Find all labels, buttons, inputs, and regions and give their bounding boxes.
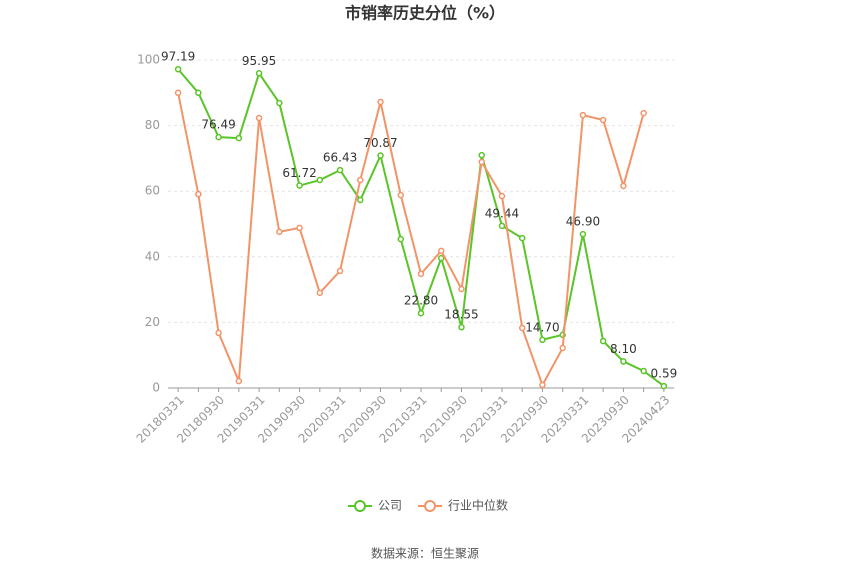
chart-title: 市销率历史分位（%） [345, 4, 505, 23]
point [458, 323, 465, 331]
point [316, 176, 324, 184]
data-label: 95.95 [242, 54, 276, 68]
point [539, 336, 546, 344]
point [599, 116, 607, 124]
point [195, 89, 202, 97]
point [498, 222, 506, 230]
data-label: 8.10 [610, 342, 637, 356]
source: 数据来源：恒生聚源 [371, 546, 479, 561]
point [235, 134, 243, 142]
data-label: 0.59 [651, 367, 678, 381]
point [357, 196, 364, 204]
point [296, 182, 303, 189]
data-label: 49.44 [485, 206, 519, 220]
y-tick-label: 0 [152, 381, 160, 395]
point [174, 89, 182, 97]
point [640, 109, 647, 117]
legend-label: 公司 [378, 499, 402, 513]
point [518, 324, 526, 332]
y-tick-label: 40 [145, 249, 160, 263]
point [235, 377, 243, 385]
point [195, 190, 202, 198]
data-label: 18.55 [444, 308, 478, 322]
point [660, 382, 668, 390]
point [437, 254, 445, 262]
point [215, 329, 222, 337]
point [478, 151, 485, 159]
point [397, 191, 405, 199]
point [620, 182, 627, 190]
point [579, 230, 587, 238]
point [579, 111, 587, 119]
point [498, 192, 506, 200]
data-label: 14.70 [525, 320, 559, 334]
point [215, 133, 222, 141]
data-label: 66.43 [323, 151, 357, 165]
point [478, 158, 485, 166]
point [255, 114, 263, 122]
point [417, 309, 425, 317]
point [620, 358, 627, 365]
point [437, 247, 445, 255]
y-tick-label: 20 [145, 315, 160, 329]
data-label: 76.49 [201, 118, 235, 132]
point [174, 65, 182, 73]
data-label: 61.72 [282, 166, 316, 180]
point [316, 289, 324, 297]
data-label: 97.19 [161, 50, 195, 64]
data-label: 46.90 [566, 215, 600, 229]
point [539, 381, 546, 389]
y-tick-label: 60 [145, 184, 160, 198]
point [599, 337, 607, 345]
point [276, 228, 283, 236]
point [640, 367, 647, 375]
point [336, 267, 344, 275]
point [417, 270, 425, 278]
legend-label: 行业中位数 [448, 498, 508, 513]
point [276, 99, 283, 107]
point [559, 344, 566, 352]
point [458, 285, 465, 293]
point [357, 176, 364, 184]
point [377, 152, 384, 159]
point [397, 235, 405, 243]
point [377, 98, 384, 106]
point [255, 70, 263, 77]
y-tick-label: 80 [145, 118, 160, 132]
y-tick-label: 100 [137, 53, 160, 67]
series-line [177, 92, 645, 388]
data-label: 22.80 [404, 294, 438, 308]
point [518, 234, 526, 242]
point [336, 166, 344, 174]
legend-marker [424, 500, 437, 512]
point [296, 224, 303, 232]
legend-marker [354, 500, 366, 512]
